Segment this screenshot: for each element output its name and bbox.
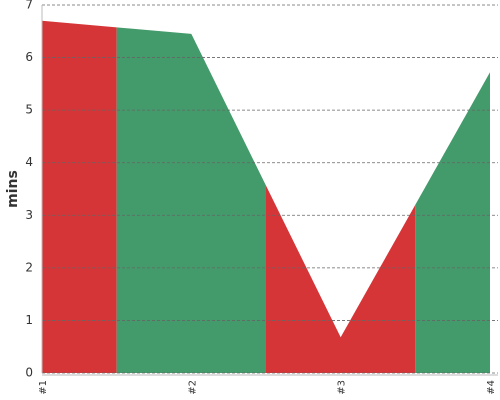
y-tick-label: 2	[25, 260, 33, 274]
x-tick-label: #3	[337, 380, 348, 395]
data-layer	[42, 20, 490, 374]
x-tick-label: #2	[187, 380, 198, 395]
x-tick-label: #1	[38, 380, 49, 395]
area-segment	[266, 185, 416, 373]
y-axis-label: mins	[5, 170, 21, 208]
y-tick-label: 7	[25, 0, 33, 12]
area-segment	[116, 27, 267, 373]
x-tick-label: #4	[486, 380, 497, 395]
area-segment	[42, 20, 117, 374]
y-tick-label: 3	[25, 208, 33, 222]
y-tick-label: 6	[25, 50, 33, 64]
y-tick-label: 4	[25, 155, 33, 169]
area-segment	[415, 72, 490, 373]
y-tick-label: 1	[25, 313, 33, 327]
y-tick-label: 0	[25, 366, 33, 380]
y-tick-label: 5	[25, 103, 33, 117]
